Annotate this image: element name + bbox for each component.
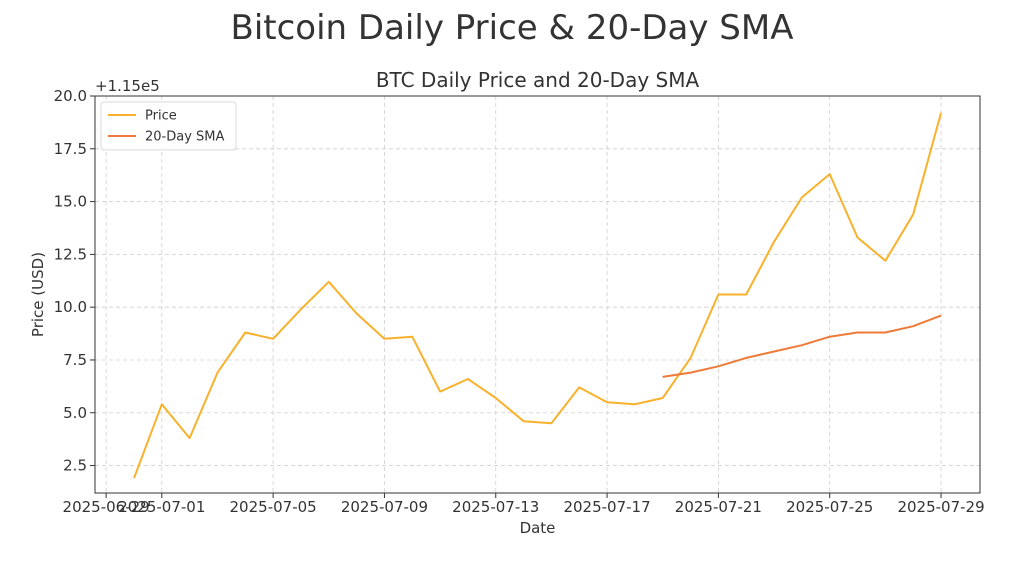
x-tick-label: 2025-07-17 bbox=[563, 498, 650, 516]
x-tick-label: 2025-07-29 bbox=[897, 498, 984, 516]
series-lines bbox=[133, 112, 942, 479]
y-tick-label: 17.5 bbox=[54, 140, 87, 158]
legend-label: 20-Day SMA bbox=[145, 130, 225, 145]
x-tick-label: 2025-07-01 bbox=[118, 498, 205, 516]
grid-lines bbox=[95, 95, 980, 493]
y-tick-label: 12.5 bbox=[54, 245, 87, 263]
x-tick-label: 2025-07-13 bbox=[452, 498, 539, 516]
legend-label: Price bbox=[145, 109, 177, 124]
y-tick-label: 7.5 bbox=[63, 351, 87, 369]
x-tick-label: 2025-07-05 bbox=[230, 498, 317, 516]
x-axis-label: Date bbox=[520, 519, 556, 537]
legend: Price 20-Day SMA bbox=[100, 101, 237, 151]
y-axis-ticks: 2.5 5.0 7.5 10.0 12.5 15.0 17.5 20.0 bbox=[54, 87, 95, 475]
series-line-20-day-sma bbox=[662, 314, 942, 378]
y-axis-label: Price (USD) bbox=[29, 252, 47, 337]
y-tick-label: 10.0 bbox=[54, 298, 87, 316]
x-tick-label: 2025-07-25 bbox=[786, 498, 873, 516]
y-tick-label: 15.0 bbox=[54, 193, 87, 211]
x-tick-label: 2025-07-21 bbox=[675, 498, 762, 516]
plot-frame bbox=[94, 95, 981, 494]
chart-title: BTC Daily Price and 20-Day SMA bbox=[376, 68, 700, 92]
x-tick-label: 2025-07-09 bbox=[341, 498, 428, 516]
y-tick-label: 20.0 bbox=[54, 87, 87, 105]
y-tick-label: 2.5 bbox=[63, 457, 87, 475]
figure-suptitle: Bitcoin Daily Price & 20-Day SMA bbox=[230, 8, 794, 48]
series-line-price bbox=[133, 112, 942, 479]
y-axis-offset-label: +1.15e5 bbox=[95, 77, 160, 95]
y-tick-label: 5.0 bbox=[63, 404, 87, 422]
x-tick-label: 2025-06-29 bbox=[63, 498, 150, 516]
